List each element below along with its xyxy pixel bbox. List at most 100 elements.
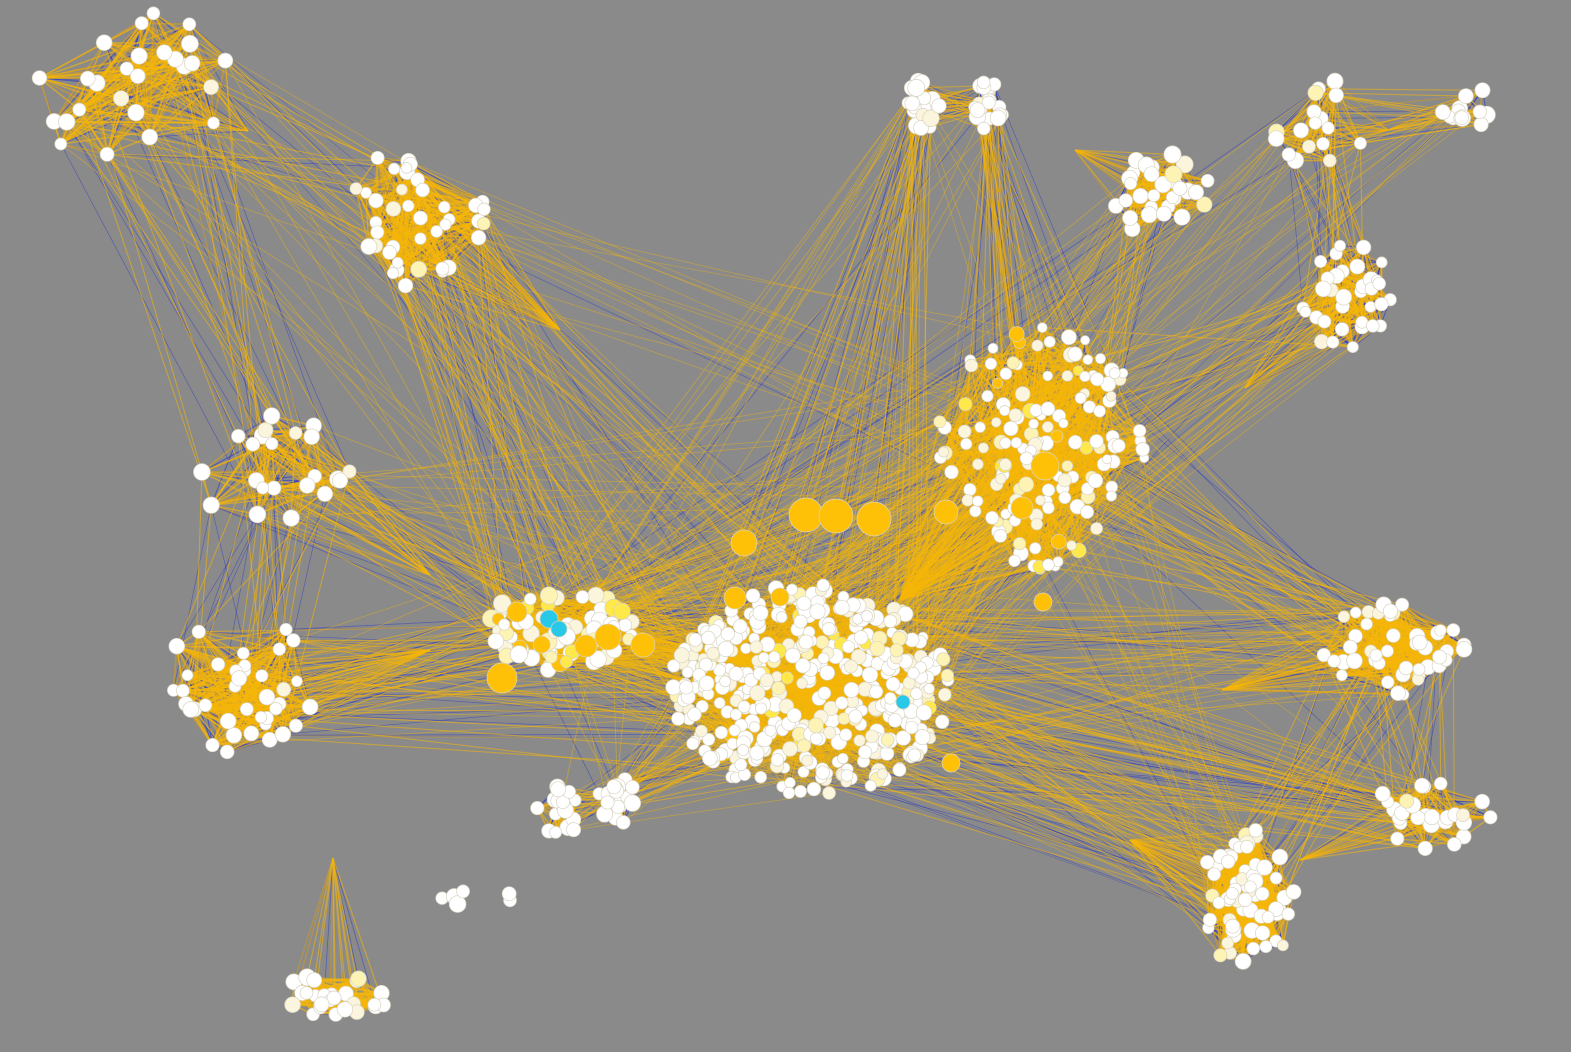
graph-node[interactable]	[255, 669, 269, 683]
graph-node[interactable]	[1207, 867, 1221, 882]
graph-node[interactable]	[184, 55, 201, 72]
graph-node-gold-large[interactable]	[574, 634, 598, 658]
graph-node[interactable]	[687, 707, 702, 722]
graph-node[interactable]	[730, 708, 742, 721]
graph-node[interactable]	[239, 702, 254, 716]
graph-node[interactable]	[717, 640, 735, 658]
graph-node[interactable]	[1447, 837, 1462, 852]
graph-node[interactable]	[1326, 72, 1344, 90]
graph-node[interactable]	[1006, 356, 1020, 370]
graph-node[interactable]	[1234, 953, 1252, 970]
graph-node[interactable]	[931, 98, 947, 114]
graph-node[interactable]	[1061, 329, 1077, 346]
graph-node[interactable]	[1246, 941, 1261, 956]
graph-node[interactable]	[679, 680, 694, 695]
graph-node[interactable]	[306, 972, 323, 988]
graph-node-gold-large[interactable]	[818, 498, 854, 534]
graph-node[interactable]	[714, 725, 728, 740]
graph-node[interactable]	[1061, 370, 1074, 382]
graph-node[interactable]	[331, 472, 349, 489]
graph-node[interactable]	[938, 446, 949, 458]
graph-node[interactable]	[737, 744, 750, 757]
graph-node[interactable]	[391, 256, 404, 269]
graph-node[interactable]	[688, 632, 703, 647]
graph-node[interactable]	[141, 128, 158, 146]
graph-node[interactable]	[1346, 652, 1363, 670]
graph-node[interactable]	[786, 583, 798, 596]
graph-node[interactable]	[477, 202, 491, 216]
graph-node[interactable]	[80, 70, 96, 87]
graph-node[interactable]	[748, 721, 761, 733]
graph-node[interactable]	[1010, 437, 1022, 449]
graph-node[interactable]	[95, 34, 113, 51]
graph-node[interactable]	[837, 712, 851, 725]
graph-node[interactable]	[1080, 335, 1091, 346]
graph-node[interactable]	[1374, 785, 1391, 802]
graph-node[interactable]	[987, 342, 999, 354]
graph-node[interactable]	[889, 643, 904, 658]
graph-node[interactable]	[961, 494, 974, 507]
graph-node[interactable]	[1243, 880, 1257, 894]
graph-node[interactable]	[1302, 139, 1316, 154]
graph-node[interactable]	[1087, 472, 1104, 489]
graph-node[interactable]	[1202, 912, 1217, 927]
graph-node[interactable]	[972, 458, 984, 471]
graph-node[interactable]	[853, 630, 869, 645]
graph-node[interactable]	[1082, 354, 1094, 365]
graph-node[interactable]	[1372, 276, 1386, 291]
graph-node[interactable]	[728, 666, 744, 682]
graph-node[interactable]	[999, 367, 1013, 380]
graph-node[interactable]	[1474, 793, 1490, 810]
graph-node[interactable]	[1041, 483, 1056, 497]
graph-node[interactable]	[840, 769, 854, 782]
graph-node[interactable]	[667, 659, 681, 673]
graph-node[interactable]	[1212, 896, 1226, 910]
graph-node[interactable]	[732, 618, 748, 634]
graph-node[interactable]	[1079, 370, 1091, 383]
graph-node[interactable]	[313, 996, 330, 1013]
graph-node[interactable]	[127, 103, 145, 122]
graph-node[interactable]	[984, 357, 998, 370]
graph-node[interactable]	[1417, 840, 1433, 856]
graph-node[interactable]	[758, 651, 770, 664]
graph-node-gold-large[interactable]	[770, 587, 790, 607]
graph-node-gold-large[interactable]	[723, 586, 747, 610]
graph-node[interactable]	[258, 688, 276, 706]
graph-node[interactable]	[1003, 420, 1019, 437]
graph-node[interactable]	[933, 415, 947, 429]
graph-node[interactable]	[1029, 542, 1042, 555]
graph-node[interactable]	[530, 801, 545, 816]
graph-node[interactable]	[1334, 322, 1350, 337]
graph-node[interactable]	[1042, 501, 1055, 515]
graph-node[interactable]	[1122, 210, 1139, 226]
graph-node[interactable]	[1316, 647, 1331, 663]
graph-node[interactable]	[1132, 424, 1147, 438]
graph-node[interactable]	[720, 626, 736, 642]
graph-node[interactable]	[1334, 239, 1346, 252]
graph-node[interactable]	[974, 421, 986, 433]
graph-node[interactable]	[397, 277, 414, 294]
graph-node[interactable]	[130, 68, 146, 84]
graph-node[interactable]	[1364, 301, 1377, 313]
graph-node[interactable]	[817, 686, 832, 700]
graph-node[interactable]	[801, 754, 814, 767]
graph-node[interactable]	[1058, 418, 1069, 429]
graph-node[interactable]	[1349, 258, 1366, 275]
graph-node[interactable]	[745, 588, 761, 603]
graph-node[interactable]	[600, 795, 615, 810]
graph-node[interactable]	[1390, 831, 1405, 846]
graph-node[interactable]	[1095, 353, 1106, 365]
graph-node[interactable]	[257, 422, 274, 438]
graph-node[interactable]	[910, 687, 923, 700]
graph-node-gold-large[interactable]	[856, 501, 892, 537]
graph-node[interactable]	[981, 95, 996, 110]
graph-node[interactable]	[969, 505, 982, 518]
graph-node[interactable]	[470, 230, 487, 246]
graph-node[interactable]	[1111, 438, 1126, 453]
graph-node[interactable]	[1090, 522, 1103, 535]
graph-node[interactable]	[1336, 669, 1348, 682]
graph-node[interactable]	[907, 667, 920, 680]
graph-node[interactable]	[1366, 319, 1380, 333]
graph-node[interactable]	[560, 655, 573, 669]
